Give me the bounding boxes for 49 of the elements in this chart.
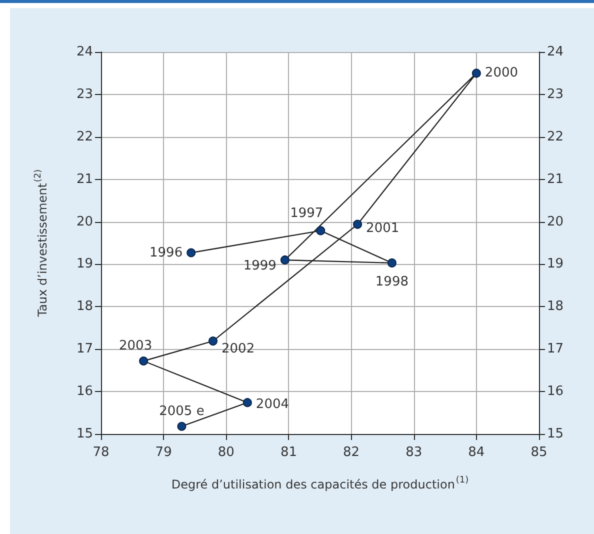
y-tick-label: 16: [76, 384, 93, 400]
annotation: 2003: [119, 338, 152, 354]
y2-tick-label: 18: [547, 299, 564, 314]
annotation: 2001: [366, 220, 400, 236]
y2-tick-label: 24: [547, 44, 564, 60]
annotation: 2004: [256, 397, 290, 412]
point: [139, 356, 148, 366]
y2-tick-label: 17: [547, 342, 564, 357]
y-tick-label: 21: [76, 172, 93, 187]
point: [387, 258, 396, 268]
y-tick-label: 20: [76, 214, 93, 230]
point: [177, 422, 186, 431]
y2-tick-label: 20: [547, 214, 564, 230]
x-tick-label: 81: [280, 445, 297, 460]
y-tick-label: 15: [76, 426, 93, 442]
point: [472, 68, 481, 78]
point: [186, 248, 196, 258]
x-tick-label: 78: [92, 445, 110, 460]
x-tick-label: 84: [468, 445, 485, 460]
point: [353, 220, 362, 229]
y2-tick-label: 23: [547, 86, 564, 102]
point: [316, 226, 326, 236]
annotation: 2002: [222, 342, 255, 357]
y2-tick-label: 21: [547, 172, 564, 187]
y-tick-label: 23: [76, 86, 93, 102]
y2-tick-label: 19: [547, 256, 564, 272]
annotation: 1997: [290, 206, 324, 222]
annotation: 1996: [150, 245, 183, 260]
point: [280, 255, 290, 264]
x-tick-label: 85: [530, 445, 548, 460]
annotation: 1999: [243, 258, 276, 274]
annotation: 1998: [375, 274, 409, 290]
x-tick-label: 79: [155, 445, 172, 460]
y-tick-label: 24: [76, 44, 93, 60]
annotation: 2005 e: [159, 404, 204, 419]
y-tick-label: 22: [76, 129, 93, 144]
x-tick-label: 83: [406, 445, 422, 460]
annotation: 2000: [484, 66, 518, 81]
point: [208, 336, 218, 346]
y-tick-label: 18: [76, 299, 93, 314]
x-tick-label: 80: [218, 445, 234, 460]
y2-tick-label: 22: [547, 129, 564, 144]
y-axis-title: Taux d’investissement(2): [34, 169, 50, 318]
y2-tick-label: 16: [547, 384, 564, 400]
x-tick-label: 82: [343, 445, 360, 460]
y-tick-label: 17: [76, 342, 93, 357]
y2-tick-label: 15: [547, 426, 564, 442]
y-tick-label: 19: [76, 256, 93, 272]
point: [242, 398, 252, 408]
